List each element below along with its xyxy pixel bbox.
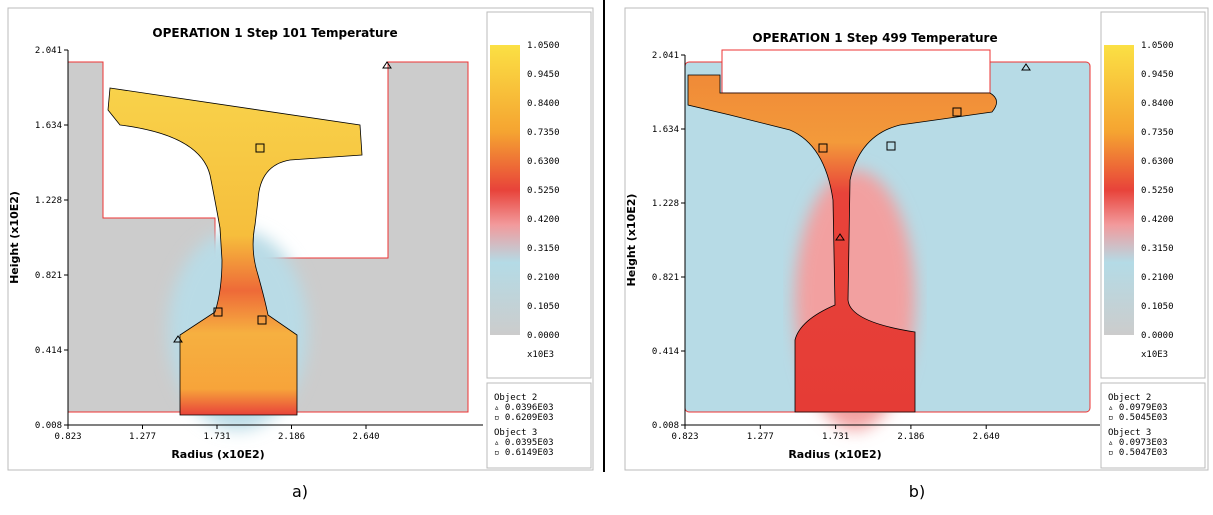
object-info: ▫ 0.6149E03 [494,448,554,458]
cavity [722,50,990,93]
object-info: ▵ 0.0396E03 [494,403,554,413]
colorbar-label: 0.0000 [527,331,560,341]
colorbar [490,45,520,335]
colorbar-unit: x10E3 [1141,350,1168,360]
object-info: ▫ 0.5047E03 [1108,448,1168,458]
colorbar-label: 0.2100 [527,273,560,283]
y-tick-label: 0.414 [35,346,62,356]
x-tick-label: 2.186 [897,432,924,442]
colorbar-label: 0.6300 [1141,157,1174,167]
colorbar-label: 0.7350 [527,128,560,138]
colorbar [1104,45,1134,335]
colorbar-label: 0.8400 [1141,99,1174,109]
y-tick-label: 1.228 [35,196,62,206]
object-info: ▫ 0.6209E03 [494,413,554,423]
panel-title: OPERATION 1 Step 101 Temperature [152,26,397,40]
colorbar-label: 0.2100 [1141,273,1174,283]
y-tick-label: 1.634 [652,125,679,135]
colorbar-label: 0.7350 [1141,128,1174,138]
y-tick-label: 0.414 [652,347,679,357]
object-info: ▵ 0.0395E03 [494,438,554,448]
x-tick-label: 1.731 [822,432,849,442]
y-axis-label: Height (x10E2) [625,194,638,287]
x-axis-label: Radius (x10E2) [788,448,881,461]
colorbar-label: 0.6300 [527,157,560,167]
y-tick-label: 0.008 [652,421,679,431]
caption: a) [292,482,308,501]
object-info: Object 3 [494,428,537,438]
object-info: Object 2 [494,393,537,403]
colorbar-label: 0.0000 [1141,331,1174,341]
figure: OPERATION 1 Step 101 Temperature Radius (… [0,0,1213,515]
colorbar-label: 1.0500 [1141,41,1174,51]
x-tick-label: 1.731 [203,432,230,442]
x-tick-label: 2.640 [352,432,379,442]
y-tick-label: 2.041 [652,51,679,61]
x-tick-label: 2.640 [973,432,1000,442]
colorbar-label: 0.4200 [1141,215,1174,225]
colorbar-label: 0.8400 [527,99,560,109]
x-tick-label: 1.277 [129,432,156,442]
y-tick-label: 2.041 [35,46,62,56]
colorbar-label: 0.9450 [527,70,560,80]
object-info: ▫ 0.5045E03 [1108,413,1168,423]
x-axis-label: Radius (x10E2) [171,448,264,461]
colorbar-label: 0.1050 [527,302,560,312]
panel-title: OPERATION 1 Step 499 Temperature [752,31,997,45]
y-tick-label: 1.228 [652,199,679,209]
y-tick-label: 0.821 [652,273,679,283]
x-tick-label: 2.186 [278,432,305,442]
y-axis-label: Height (x10E2) [8,191,21,284]
colorbar-unit: x10E3 [527,350,554,360]
colorbar-label: 0.3150 [527,244,560,254]
y-tick-label: 0.008 [35,421,62,431]
colorbar-label: 0.4200 [527,215,560,225]
object-info: ▵ 0.0973E03 [1108,438,1168,448]
colorbar-label: 0.9450 [1141,70,1174,80]
colorbar-label: 0.5250 [1141,186,1174,196]
object-info: Object 3 [1108,428,1151,438]
y-tick-label: 1.634 [35,121,62,131]
x-tick-label: 1.277 [747,432,774,442]
object-info: ▵ 0.0979E03 [1108,403,1168,413]
x-tick-label: 0.823 [54,432,81,442]
object-info: Object 2 [1108,393,1151,403]
caption: b) [909,482,925,501]
colorbar-label: 0.3150 [1141,244,1174,254]
x-tick-label: 0.823 [671,432,698,442]
colorbar-label: 0.5250 [527,186,560,196]
colorbar-label: 0.1050 [1141,302,1174,312]
y-tick-label: 0.821 [35,271,62,281]
colorbar-label: 1.0500 [527,41,560,51]
